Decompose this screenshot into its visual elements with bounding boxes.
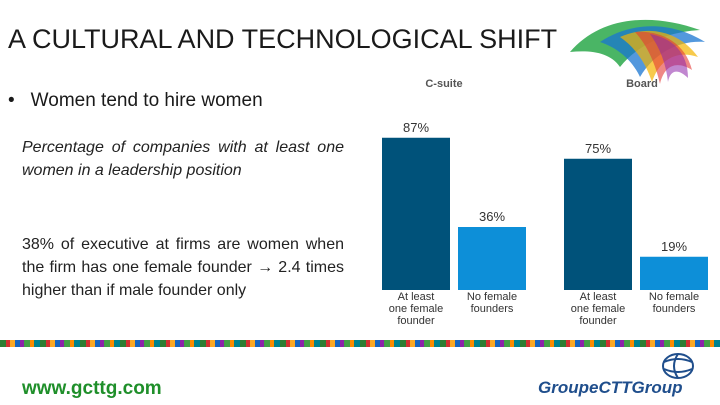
data-label: 36% [479,209,505,224]
fact-line-2: 2.4 times higher than if male founder on… [22,259,344,299]
bar-board-female-founder [564,158,632,290]
data-label: 75% [585,141,611,156]
category-label-line: founders [471,303,514,315]
category-label-line: No female [649,291,699,303]
decorative-divider [0,340,720,347]
category-label-line: founders [653,303,696,315]
category-label-line: At least [398,291,435,303]
slide-title: A CULTURAL AND TECHNOLOGICAL SHIFT [8,24,558,54]
bullet-point: • Women tend to hire women [8,90,263,112]
bullet-dot-icon: • [8,90,15,111]
website-link[interactable]: www.gcttg.com [22,378,162,399]
bar-c-suite-female-founder [382,137,450,290]
data-label: 19% [661,239,687,254]
category-label-line: founder [397,315,435,327]
category-label-line: one female [389,303,443,315]
globe-logo-icon [662,353,694,379]
category-label-line: founder [579,315,617,327]
category-label-line: At least [580,291,617,303]
group-label-board: Board [626,78,658,90]
fact-paragraph: 38% of executive at firms are women when… [22,233,344,302]
category-label: No female founders [467,291,517,315]
chart-caption: Percentage of companies with at least on… [22,139,344,179]
arrow-right-icon: → [257,259,274,276]
category-label: At least one female founder [389,291,443,327]
group-label-c-suite: C-suite [425,78,462,90]
category-label-line: No female [467,291,517,303]
brand-logo-text: GroupeCTTGroup [538,378,683,397]
logo-swirl-icon [570,19,705,84]
bullet-text: Women tend to hire women [30,90,263,111]
category-label: No female founders [649,291,699,315]
fact-line-1: 38% of executive at firms are women when… [22,236,344,276]
category-label-line: one female [571,303,625,315]
data-label: 87% [403,120,429,135]
category-label: At least one female founder [571,291,625,327]
bar-board-no-female-founders [640,256,708,290]
bar-c-suite-no-female-founders [458,227,526,290]
